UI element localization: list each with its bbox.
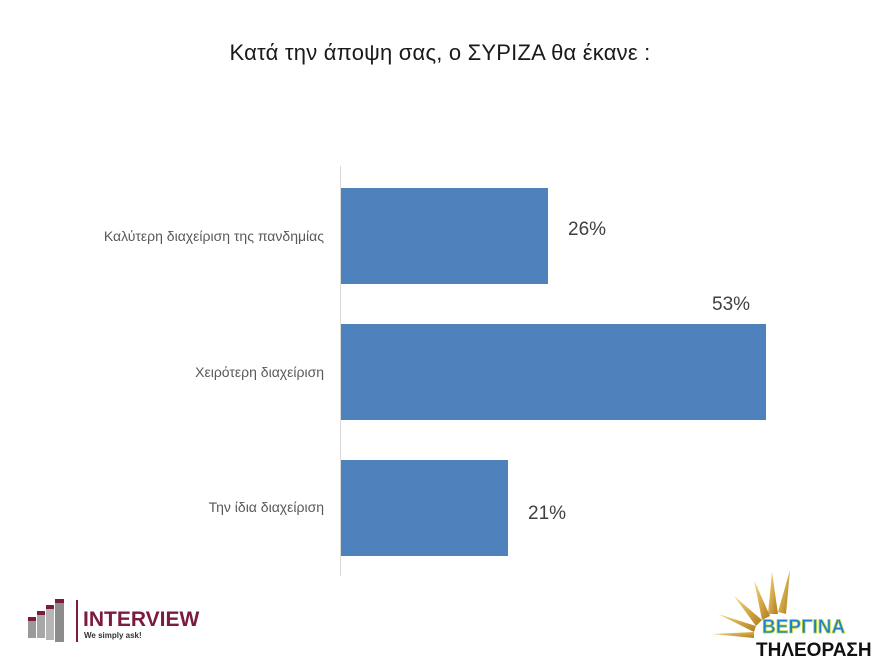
bar-same [341,460,508,556]
category-label: Την ίδια διαχείριση [208,499,324,515]
vergina-logo-bottom: ΤΗΛΕΟΡΑΣΗ [756,640,872,660]
interview-logo: INTERVIEW We simply ask! [28,599,199,642]
bar-worse [341,324,766,420]
value-label: 26% [568,219,607,240]
category-label: Καλύτερη διαχείριση της πανδημίας [103,228,324,244]
value-label: 53% [712,294,751,315]
interview-logo-name: INTERVIEW [83,608,199,631]
category-axis-line [340,166,341,576]
bar-better [341,188,548,284]
value-label: 21% [528,503,567,524]
category-label: Χειρότερη διαχείριση [195,364,324,380]
chart-title: Κατά την άποψη σας, ο ΣΥΡΙΖΑ θα έκανε : [229,40,651,65]
vergina-tv-logo: ΒΕΡΓΙΝΑ ΤΗΛΕΟΡΑΣΗ [712,570,872,660]
bar-chart-icon [28,599,64,642]
sun-rays-icon [712,570,790,638]
vergina-logo-top: ΒΕΡΓΙΝΑ [762,617,845,638]
interview-logo-tagline: We simply ask! [84,631,142,640]
